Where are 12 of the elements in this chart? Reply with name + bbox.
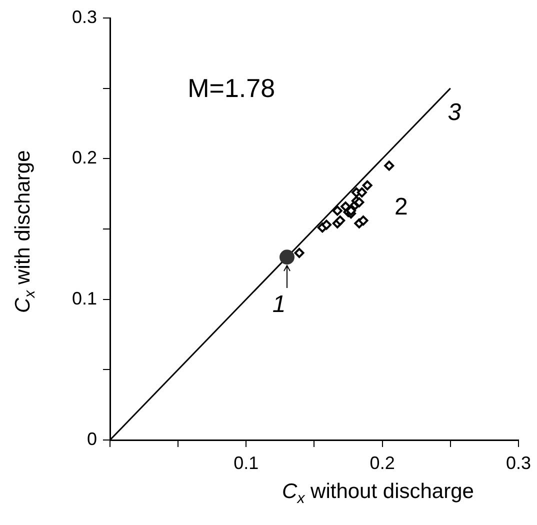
- y-tick-label: 0.1: [72, 288, 97, 308]
- x-tick-label: 0.2: [370, 452, 395, 473]
- annotation: M=1.78: [188, 72, 276, 103]
- y-tick-label: 0: [86, 428, 97, 449]
- x-tick-label: 0.1: [234, 452, 259, 473]
- series-label: 3: [448, 99, 462, 126]
- x-axis-title: C$_{x}$ without discharge: [281, 480, 475, 508]
- series-label: 2: [394, 194, 408, 221]
- y-tick-label: 0.3: [72, 6, 97, 27]
- y-tick-label: 0.2: [72, 148, 97, 168]
- annotation: 1: [272, 290, 286, 318]
- x-tick-label: 0.3: [506, 452, 532, 473]
